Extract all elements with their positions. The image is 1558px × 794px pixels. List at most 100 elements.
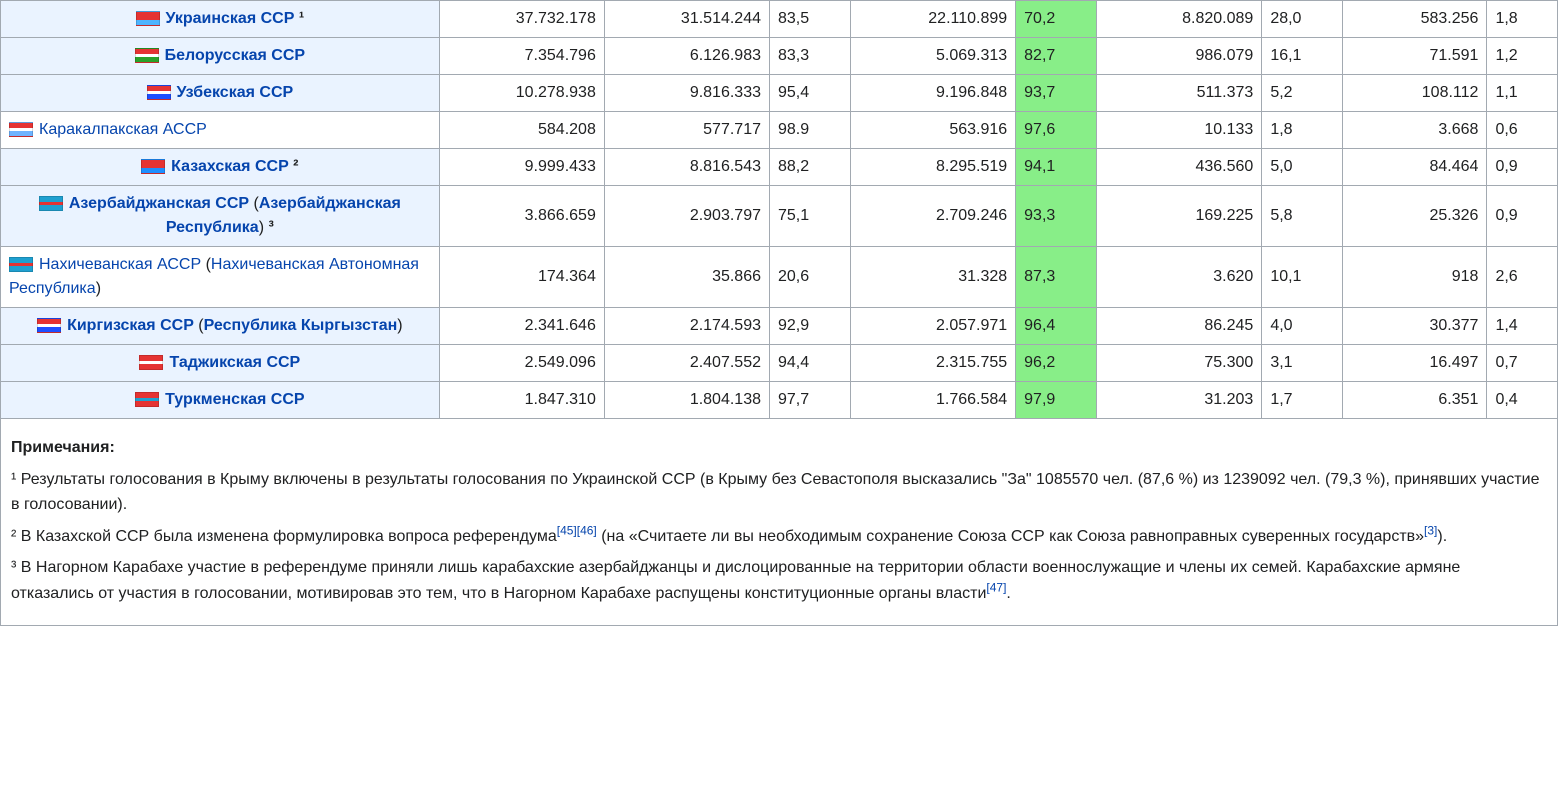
republic-link[interactable]: Азербайджанская ССР	[69, 195, 249, 212]
data-cell: 3.866.659	[439, 186, 604, 247]
flag-icon	[141, 159, 165, 174]
republic-link[interactable]: Каракалпакская АССР	[39, 121, 207, 138]
data-cell: 75.300	[1097, 345, 1262, 382]
data-cell: 71.591	[1343, 38, 1487, 75]
data-cell: 5,0	[1262, 149, 1343, 186]
republic-link[interactable]: Узбекская ССР	[177, 84, 294, 101]
data-cell: 2.903.797	[604, 186, 769, 247]
note-1: ¹ Результаты голосования в Крыму включен…	[11, 467, 1547, 518]
data-cell: 3.668	[1343, 112, 1487, 149]
table-row: Украинская ССР ¹37.732.17831.514.24483,5…	[1, 1, 1558, 38]
republic-link[interactable]: Казахская ССР	[171, 158, 289, 175]
table-row: Белорусская ССР 7.354.7966.126.98383,35.0…	[1, 38, 1558, 75]
data-cell: 584.208	[439, 112, 604, 149]
data-cell: 1,1	[1487, 75, 1558, 112]
notes-block: Примечания: ¹ Результаты голосования в К…	[0, 419, 1558, 626]
data-cell: 2.709.246	[851, 186, 1016, 247]
data-cell: 37.732.178	[439, 1, 604, 38]
flag-icon	[9, 122, 33, 137]
notes-heading: Примечания:	[11, 439, 115, 456]
flag-icon	[135, 392, 159, 407]
republic-link[interactable]: Нахичеванская АССР	[39, 256, 201, 273]
data-cell: 3,1	[1262, 345, 1343, 382]
data-cell: 986.079	[1097, 38, 1262, 75]
republic-link[interactable]: Туркменская ССР	[165, 391, 304, 408]
data-cell: 1,4	[1487, 308, 1558, 345]
data-cell: 3.620	[1097, 247, 1262, 308]
data-cell: 10.133	[1097, 112, 1262, 149]
data-cell: 83,5	[770, 1, 851, 38]
data-cell: 7.354.796	[439, 38, 604, 75]
data-cell: 6.126.983	[604, 38, 769, 75]
note-3: ³ В Нагорном Карабахе участие в референд…	[11, 555, 1547, 606]
data-cell: 87,3	[1016, 247, 1097, 308]
data-cell: 94,4	[770, 345, 851, 382]
data-cell: 97,6	[1016, 112, 1097, 149]
republic-link[interactable]: Республика Кыргызстан	[204, 317, 398, 334]
data-cell: 8.820.089	[1097, 1, 1262, 38]
data-cell: 9.999.433	[439, 149, 604, 186]
data-cell: 31.514.244	[604, 1, 769, 38]
results-table: Украинская ССР ¹37.732.17831.514.24483,5…	[0, 0, 1558, 419]
flag-icon	[37, 318, 61, 333]
data-cell: 563.916	[851, 112, 1016, 149]
ref-45[interactable]: [45]	[557, 523, 577, 537]
data-cell: 169.225	[1097, 186, 1262, 247]
data-cell: 108.112	[1343, 75, 1487, 112]
data-cell: 8.816.543	[604, 149, 769, 186]
republic-link[interactable]: Киргизская ССР	[67, 317, 194, 334]
data-cell: 0,4	[1487, 382, 1558, 419]
data-cell: 577.717	[604, 112, 769, 149]
data-cell: 2.407.552	[604, 345, 769, 382]
data-cell: 0,6	[1487, 112, 1558, 149]
data-cell: 94,1	[1016, 149, 1097, 186]
data-cell: 2.549.096	[439, 345, 604, 382]
data-cell: 2.174.593	[604, 308, 769, 345]
data-cell: 10,1	[1262, 247, 1343, 308]
data-cell: 75,1	[770, 186, 851, 247]
data-cell: 1,8	[1487, 1, 1558, 38]
flag-icon	[136, 11, 160, 26]
data-cell: 31.203	[1097, 382, 1262, 419]
data-cell: 20,6	[770, 247, 851, 308]
table-row: Азербайджанская ССР (Азербайджанская Рес…	[1, 186, 1558, 247]
republic-link[interactable]: Украинская ССР	[166, 10, 295, 27]
data-cell: 92,9	[770, 308, 851, 345]
data-cell: 5.069.313	[851, 38, 1016, 75]
data-cell: 84.464	[1343, 149, 1487, 186]
data-cell: 6.351	[1343, 382, 1487, 419]
data-cell: 1.766.584	[851, 382, 1016, 419]
data-cell: 1.847.310	[439, 382, 604, 419]
data-cell: 9.816.333	[604, 75, 769, 112]
data-cell: 97,9	[1016, 382, 1097, 419]
data-cell: 93,3	[1016, 186, 1097, 247]
data-cell: 70,2	[1016, 1, 1097, 38]
data-cell: 93,7	[1016, 75, 1097, 112]
data-cell: 1.804.138	[604, 382, 769, 419]
ref-46[interactable]: [46]	[577, 523, 597, 537]
data-cell: 2.315.755	[851, 345, 1016, 382]
data-cell: 1,2	[1487, 38, 1558, 75]
data-cell: 98.9	[770, 112, 851, 149]
data-cell: 16.497	[1343, 345, 1487, 382]
ref-3[interactable]: [3]	[1424, 523, 1437, 537]
data-cell: 583.256	[1343, 1, 1487, 38]
data-cell: 1,7	[1262, 382, 1343, 419]
data-cell: 22.110.899	[851, 1, 1016, 38]
data-cell: 83,3	[770, 38, 851, 75]
ref-47[interactable]: [47]	[986, 581, 1006, 595]
data-cell: 95,4	[770, 75, 851, 112]
republic-link[interactable]: Белорусская ССР	[165, 47, 305, 64]
table-row: Туркменская ССР1.847.3101.804.13897,71.7…	[1, 382, 1558, 419]
data-cell: 2.057.971	[851, 308, 1016, 345]
data-cell: 88,2	[770, 149, 851, 186]
data-cell: 16,1	[1262, 38, 1343, 75]
data-cell: 174.364	[439, 247, 604, 308]
data-cell: 25.326	[1343, 186, 1487, 247]
data-cell: 96,4	[1016, 308, 1097, 345]
data-cell: 4,0	[1262, 308, 1343, 345]
data-cell: 10.278.938	[439, 75, 604, 112]
republic-link[interactable]: Таджикская ССР	[169, 354, 300, 371]
data-cell: 918	[1343, 247, 1487, 308]
note-2: ² В Казахской ССР была изменена формулир…	[11, 524, 1547, 550]
